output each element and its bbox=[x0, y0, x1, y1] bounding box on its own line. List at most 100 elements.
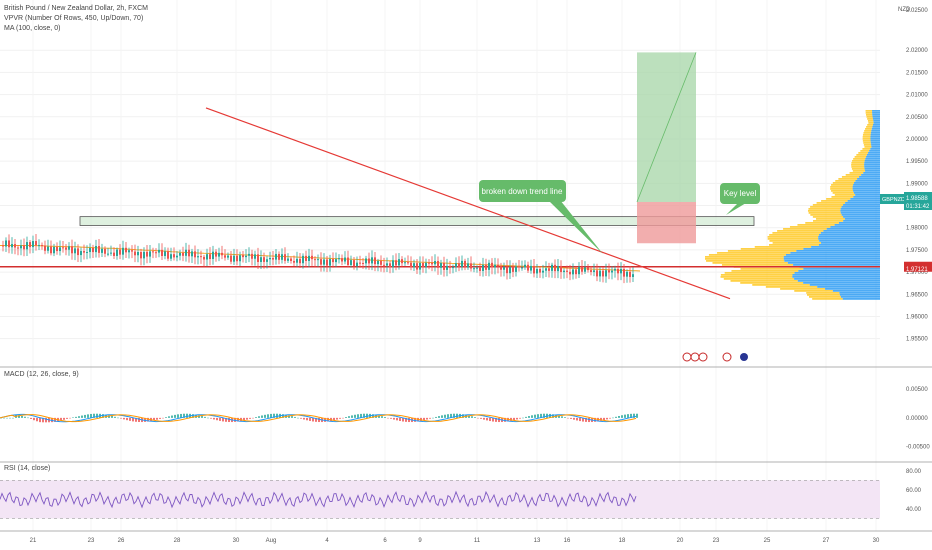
candle-body bbox=[203, 256, 205, 260]
macd-histogram-bar bbox=[339, 417, 341, 419]
candle-body bbox=[44, 245, 46, 251]
candle-body bbox=[74, 248, 76, 254]
volume-bar-up bbox=[794, 290, 833, 292]
macd-histogram-bar bbox=[498, 417, 500, 423]
candle-body bbox=[434, 261, 436, 265]
macd-histogram-bar bbox=[18, 415, 20, 418]
volume-bar-up bbox=[858, 152, 869, 154]
candle-body bbox=[101, 248, 103, 253]
macd-histogram-bar bbox=[135, 417, 137, 422]
candle-body bbox=[209, 254, 211, 260]
volume-bar-down bbox=[830, 226, 880, 228]
candle-body bbox=[185, 249, 187, 256]
volume-bar-down bbox=[870, 132, 880, 134]
macd-histogram-bar bbox=[402, 417, 404, 422]
candle-body bbox=[605, 270, 607, 277]
macd-histogram-bar bbox=[66, 417, 68, 419]
macd-histogram-bar bbox=[492, 417, 494, 422]
volume-bar-down bbox=[865, 170, 880, 172]
volume-bar-down bbox=[798, 270, 880, 272]
candle-body bbox=[563, 270, 565, 273]
volume-bar-up bbox=[853, 158, 866, 160]
trend-callout[interactable]: broken down trend line bbox=[479, 180, 603, 254]
candle-body bbox=[413, 263, 415, 268]
volume-bar-down bbox=[818, 238, 880, 240]
candle-body bbox=[80, 251, 82, 256]
candle-body bbox=[17, 247, 19, 249]
macd-histogram-bar bbox=[72, 417, 74, 418]
candle-body bbox=[533, 265, 535, 274]
macd-histogram-bar bbox=[117, 417, 119, 419]
candle-body bbox=[401, 259, 403, 264]
macd-histogram-bar bbox=[519, 417, 521, 419]
key-level-zone[interactable] bbox=[79, 216, 755, 226]
uk-flag-icon[interactable] bbox=[682, 352, 692, 362]
macd-histogram-bar bbox=[387, 417, 389, 419]
candle-body bbox=[392, 260, 394, 268]
macd-histogram-bar bbox=[264, 414, 266, 418]
candle-body bbox=[518, 266, 520, 268]
candle-body bbox=[41, 245, 43, 247]
macd-histogram-bar bbox=[159, 417, 161, 419]
trend-line[interactable] bbox=[205, 107, 731, 300]
candle-body bbox=[452, 267, 454, 269]
volume-bar-down bbox=[797, 280, 880, 282]
macd-histogram-bar bbox=[423, 417, 425, 421]
macd-histogram-bar bbox=[30, 417, 32, 419]
volume-bar-down bbox=[787, 262, 880, 264]
macd-histogram-bar bbox=[429, 417, 431, 419]
nz-flag-icon[interactable] bbox=[740, 353, 748, 361]
candle-body bbox=[470, 263, 472, 269]
projection-line bbox=[636, 52, 697, 203]
candle-body bbox=[545, 268, 547, 271]
candle-body bbox=[593, 270, 595, 273]
price-tick-label: 1.96000 bbox=[906, 314, 928, 320]
candle-body bbox=[389, 263, 391, 268]
volume-bar-up bbox=[816, 202, 846, 204]
volume-bar-up bbox=[808, 296, 841, 298]
candle-body bbox=[590, 270, 592, 273]
candle-body bbox=[20, 245, 22, 249]
macd-histogram-bar bbox=[33, 417, 35, 421]
macd-histogram-bar bbox=[213, 417, 215, 420]
macd-tick-label: 0.00000 bbox=[906, 416, 928, 422]
candle-body bbox=[224, 255, 226, 258]
candle-body bbox=[437, 261, 439, 268]
volume-bar-down bbox=[820, 242, 880, 244]
volume-bar-down bbox=[870, 134, 880, 136]
macd-histogram-bar bbox=[216, 417, 218, 421]
volume-bar-down bbox=[792, 274, 880, 276]
candle-body bbox=[431, 262, 433, 265]
candle-body bbox=[173, 254, 175, 258]
uk-flag-icon[interactable] bbox=[698, 352, 708, 362]
macd-histogram-bar bbox=[435, 416, 437, 418]
candle-body bbox=[35, 241, 37, 246]
macd-histogram-bar bbox=[444, 414, 446, 418]
key-level-price-tag: 1.97121 bbox=[904, 261, 932, 273]
key-level-callout[interactable]: Key level bbox=[720, 183, 760, 215]
candle-body bbox=[377, 260, 379, 265]
volume-bar-up bbox=[720, 276, 793, 278]
candle-body bbox=[2, 245, 4, 247]
macd-histogram-bar bbox=[372, 414, 374, 418]
candle-body bbox=[416, 263, 418, 270]
candle-body bbox=[95, 245, 97, 253]
candle-body bbox=[584, 267, 586, 272]
volume-bar-up bbox=[772, 232, 821, 234]
macd-histogram-bar bbox=[630, 413, 632, 418]
volume-bar-down bbox=[793, 264, 880, 266]
candle-body bbox=[332, 259, 334, 263]
economic-events[interactable] bbox=[682, 352, 748, 362]
uk-flag-icon[interactable] bbox=[722, 352, 732, 362]
candle-body bbox=[503, 266, 505, 270]
long-position-stop-zone[interactable] bbox=[637, 201, 696, 244]
rsi-pane: RSI (14, close) 80.00 60.00 40.00 bbox=[0, 465, 922, 519]
candle-body bbox=[509, 266, 511, 274]
macd-histogram-bar bbox=[531, 415, 533, 418]
candle-body bbox=[500, 266, 502, 270]
volume-bar-down bbox=[871, 128, 880, 130]
candle-body bbox=[242, 255, 244, 258]
uk-flag-icon[interactable] bbox=[690, 352, 700, 362]
candle-body bbox=[152, 251, 154, 253]
